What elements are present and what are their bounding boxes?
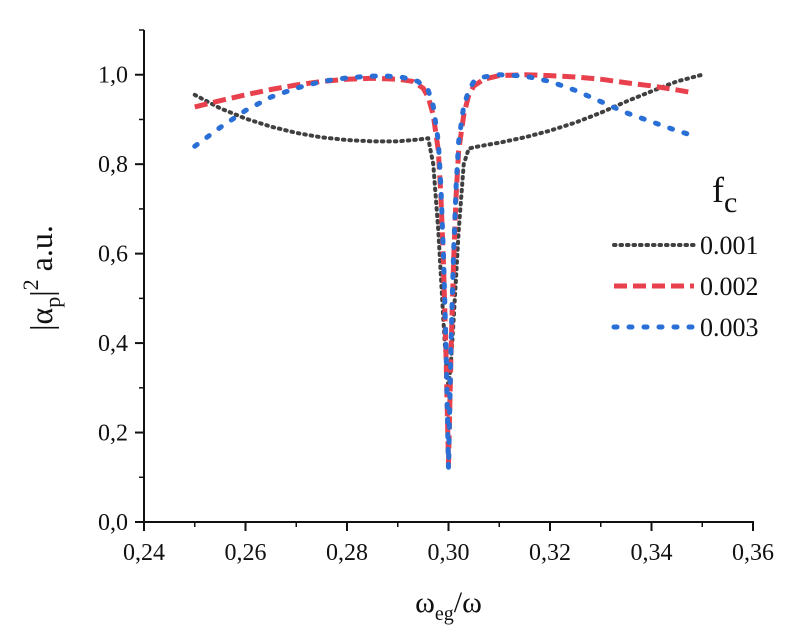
y-tick-label: 0,6: [98, 242, 128, 268]
x-tick-label: 0,24: [123, 540, 165, 566]
x-tick-label: 0,30: [428, 540, 470, 566]
legend-title: fc: [712, 170, 737, 219]
series-line-0.001: [192, 72, 705, 390]
x-tick-label: 0,28: [326, 540, 368, 566]
x-axis-ticks: 0,24 0,26 0,28 0,30 0,32 0,34 0,36: [123, 522, 774, 566]
legend: fc 0.001 0.002 0.003: [611, 170, 759, 342]
legend-label-0.001: 0.001: [700, 231, 759, 260]
y-tick-label: 0,2: [98, 421, 128, 447]
x-tick-label: 0,34: [631, 540, 673, 566]
y-tick-label: 1,0: [98, 63, 128, 89]
x-tick-label: 0,36: [732, 540, 774, 566]
series-line-0.003: [192, 72, 690, 471]
y-axis-line: [143, 30, 145, 523]
x-tick-label: 0,26: [225, 540, 267, 566]
y-tick-label: 0,0: [98, 510, 128, 536]
y-tick-label: 0,8: [98, 152, 128, 178]
legend-label-0.003: 0.003: [700, 313, 759, 342]
x-tick-label: 0,32: [529, 540, 571, 566]
legend-label-0.002: 0.002: [700, 272, 759, 301]
x-axis-title: ωeg/ω: [415, 586, 482, 625]
y-axis-title: |αp|2 a.u.: [18, 225, 65, 331]
y-axis-ticks: 0,0 0,2 0,4 0,6 0,8 1,0: [98, 29, 144, 536]
y-tick-label: 0,4: [98, 331, 128, 357]
series-group: [192, 72, 705, 471]
